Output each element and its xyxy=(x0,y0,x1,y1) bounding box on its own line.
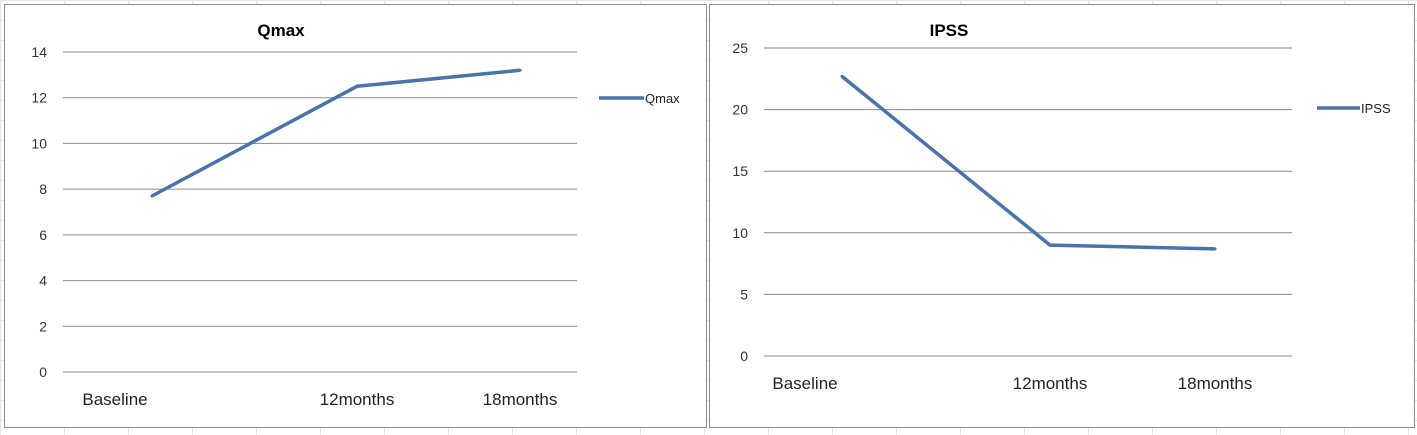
x-tick-label: 18months xyxy=(1178,374,1253,393)
y-tick-label: 4 xyxy=(39,273,47,289)
y-tick-label: 10 xyxy=(31,135,47,151)
x-tick-label: 12months xyxy=(1013,374,1088,393)
series-line xyxy=(151,68,521,198)
y-tick-label: 0 xyxy=(39,364,47,380)
data-point xyxy=(150,194,154,198)
qmax-chart[interactable]: Qmax 0 2 4 6 8 10 12 14 Baseline 12months 18months Q… xyxy=(4,4,707,428)
series-line xyxy=(840,74,1216,251)
data-point xyxy=(355,84,359,88)
y-tick-label: 2 xyxy=(39,318,47,334)
chart-title: IPSS xyxy=(930,21,969,40)
data-point xyxy=(1213,247,1217,251)
data-point xyxy=(518,68,522,72)
x-tick-label: 18months xyxy=(483,390,558,409)
legend-label: Qmax xyxy=(645,91,680,106)
y-tick-label: 12 xyxy=(31,90,47,106)
y-tick-label: 6 xyxy=(39,227,47,243)
ipss-chart-svg: IPSS 0 5 10 15 20 25 Baseline 12months 18months IP… xyxy=(732,21,1391,393)
y-tick-label: 5 xyxy=(740,286,748,302)
chart-title: Qmax xyxy=(257,21,305,40)
data-point xyxy=(840,74,844,78)
y-tick-label: 14 xyxy=(31,44,47,60)
y-tick-label: 10 xyxy=(732,225,748,241)
x-tick-label: Baseline xyxy=(82,390,147,409)
y-tick-label: 15 xyxy=(732,163,748,179)
x-tick-label: 12months xyxy=(320,390,395,409)
y-tick-label: 20 xyxy=(732,102,748,118)
ipss-chart[interactable]: IPSS 0 5 10 15 20 25 Baseline 12months 18months IP… xyxy=(709,4,1415,428)
x-tick-label: Baseline xyxy=(772,374,837,393)
y-tick-label: 0 xyxy=(740,348,748,364)
qmax-chart-svg: Qmax 0 2 4 6 8 10 12 14 Baseline 12months 18months Q… xyxy=(31,21,680,409)
y-tick-label: 25 xyxy=(732,40,748,56)
data-point xyxy=(1048,243,1052,247)
y-tick-label: 8 xyxy=(39,181,47,197)
legend-label: IPSS xyxy=(1361,101,1391,116)
